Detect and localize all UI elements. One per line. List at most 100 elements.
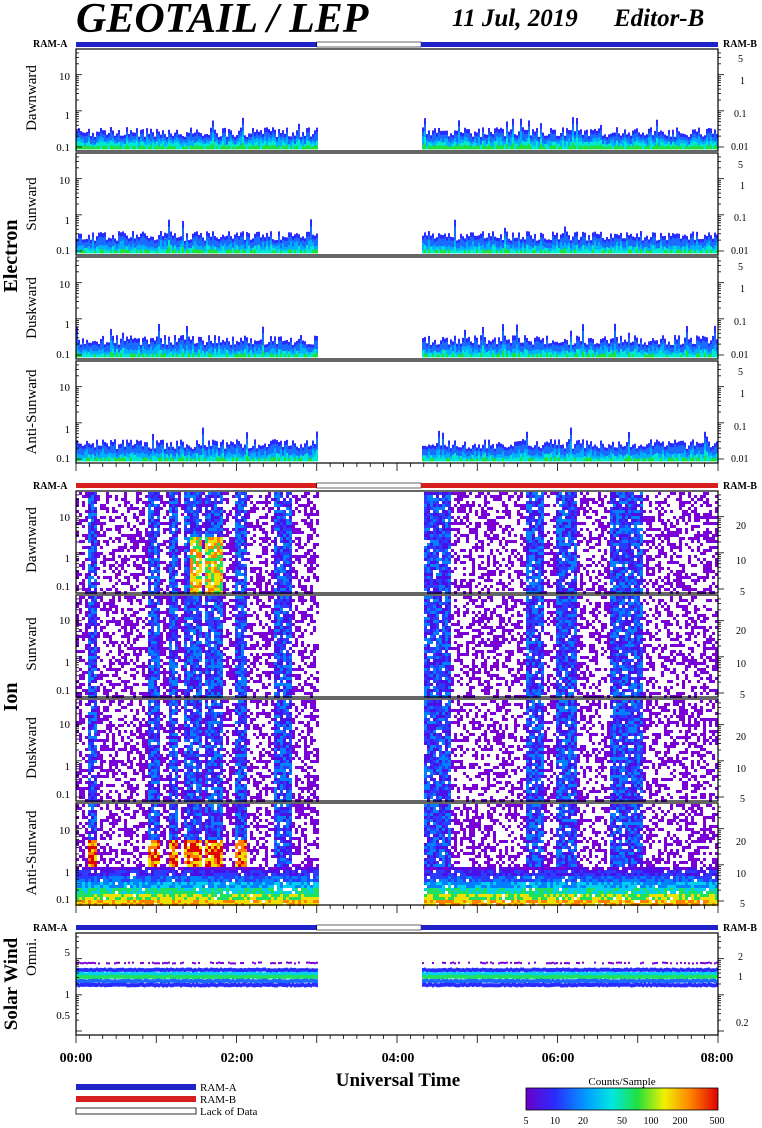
spectrogram-cell [280, 242, 282, 246]
spectrogram-cell [514, 348, 516, 354]
spectrogram-cell [200, 457, 202, 462]
spectrogram-cell [192, 352, 194, 358]
spectrogram-cell [492, 248, 494, 254]
spectrogram-cell [248, 448, 250, 452]
spectrogram-cell [142, 248, 144, 254]
spectrogram-cell [578, 250, 580, 254]
spectrogram-cell [642, 247, 644, 251]
spectrogram-cell [216, 445, 218, 450]
spectrogram-cell [174, 458, 176, 462]
spectrogram-cell [668, 244, 670, 250]
spectrogram-cell [572, 344, 574, 348]
spectrogram-cell [710, 235, 712, 240]
spectrogram-cell [108, 249, 110, 254]
spectrogram-cell [660, 137, 662, 143]
spectrogram-cell [78, 233, 80, 238]
spectrogram-cell [596, 343, 598, 347]
spectrogram-cell [672, 249, 674, 254]
spectrogram-cell [204, 134, 206, 138]
spectrogram-cell [596, 241, 598, 246]
spectrogram-cell [694, 250, 696, 254]
spectrogram-cell [226, 445, 228, 451]
spectrogram-cell [214, 242, 216, 247]
spectrogram-cell [170, 142, 172, 147]
spectrogram-cell [624, 250, 626, 254]
spectrogram-cell [458, 120, 460, 127]
spectrogram-cell [538, 136, 540, 140]
spectrogram-cell [558, 348, 560, 352]
spectrogram-cell [592, 353, 594, 358]
spectrogram-cell [304, 446, 306, 451]
spectrogram-cell [606, 339, 608, 344]
spectrogram-cell [552, 343, 554, 348]
spectrogram-cell [492, 447, 494, 452]
spectrogram-cell [240, 341, 242, 346]
spectrogram-cell [488, 144, 490, 150]
spectrogram-cell [286, 237, 288, 241]
spectrogram-cell [582, 143, 584, 147]
spectrogram-cell [230, 349, 232, 353]
spectrogram-cell [138, 345, 140, 350]
spectrogram-cell [690, 146, 692, 150]
spectrogram-cell [480, 144, 482, 147]
spectrogram-cell [436, 243, 438, 248]
spectrogram-cell [452, 451, 454, 455]
spectrogram-cell [144, 144, 146, 147]
spectrogram-cell [696, 339, 698, 345]
spectrogram-cell [304, 443, 306, 448]
spectrogram-cell [290, 141, 292, 145]
spectrogram-cell [538, 345, 540, 350]
spectrogram-cell [232, 344, 234, 350]
spectrogram-cell [662, 335, 664, 341]
spectrogram-cell [470, 344, 472, 349]
spectrogram-cell [530, 235, 532, 240]
spectrogram-cell [654, 145, 656, 150]
spectrogram-cell [136, 342, 138, 347]
spectrogram-cell [464, 457, 466, 462]
spectrogram-cell [486, 240, 488, 245]
spectrogram-cell [572, 239, 574, 244]
spectrogram-cell [690, 137, 692, 141]
spectrogram-cell [570, 137, 572, 142]
spectrogram-cell [186, 233, 188, 238]
spectrogram-cell [198, 138, 200, 143]
spectrogram-cell [142, 341, 144, 346]
spectrogram-cell [206, 458, 208, 462]
spectrogram-cell [428, 145, 430, 150]
spectrogram-cell [100, 349, 102, 354]
spectrogram-cell [306, 349, 308, 353]
spectrogram-cell [692, 349, 694, 353]
spectrogram-cell [82, 342, 84, 347]
spectrogram-cell [568, 245, 570, 250]
spectrogram-cell [564, 242, 566, 249]
spectrogram-cell [316, 127, 318, 133]
spectrogram-cell [150, 246, 152, 251]
spectrogram-cell [190, 339, 192, 344]
spectrogram-cell [504, 237, 506, 244]
spectrogram-cell [560, 139, 562, 143]
spectrogram-cell [658, 344, 660, 348]
spectrogram-cell [540, 346, 542, 351]
spectrogram-cell [508, 353, 510, 358]
spectrogram-cell [84, 351, 86, 355]
spectrogram-cell [106, 134, 108, 138]
spectrogram-cell [162, 439, 164, 445]
spectrogram-cell [638, 349, 640, 353]
legend-swatch-ram-a [76, 1084, 196, 1090]
spectrogram-cell [162, 346, 164, 350]
spectrogram-cell [450, 243, 452, 247]
spectrogram-cell [486, 346, 488, 350]
spectrogram-cell [474, 339, 476, 345]
spectrogram-cell [166, 453, 168, 458]
spectrogram-cell [542, 132, 544, 137]
spectrogram-cell [118, 454, 120, 459]
spectrogram-cell [246, 136, 248, 140]
spectrogram-cell [622, 348, 624, 352]
spectrogram-cell [576, 231, 578, 237]
spectrogram-cell [288, 232, 290, 237]
spectrogram-cell [120, 236, 122, 241]
spectrogram-cell [580, 133, 582, 138]
spectrogram-cell [138, 136, 140, 140]
left-tick-label: 1 [65, 657, 71, 669]
spectrogram-cell [184, 343, 186, 347]
